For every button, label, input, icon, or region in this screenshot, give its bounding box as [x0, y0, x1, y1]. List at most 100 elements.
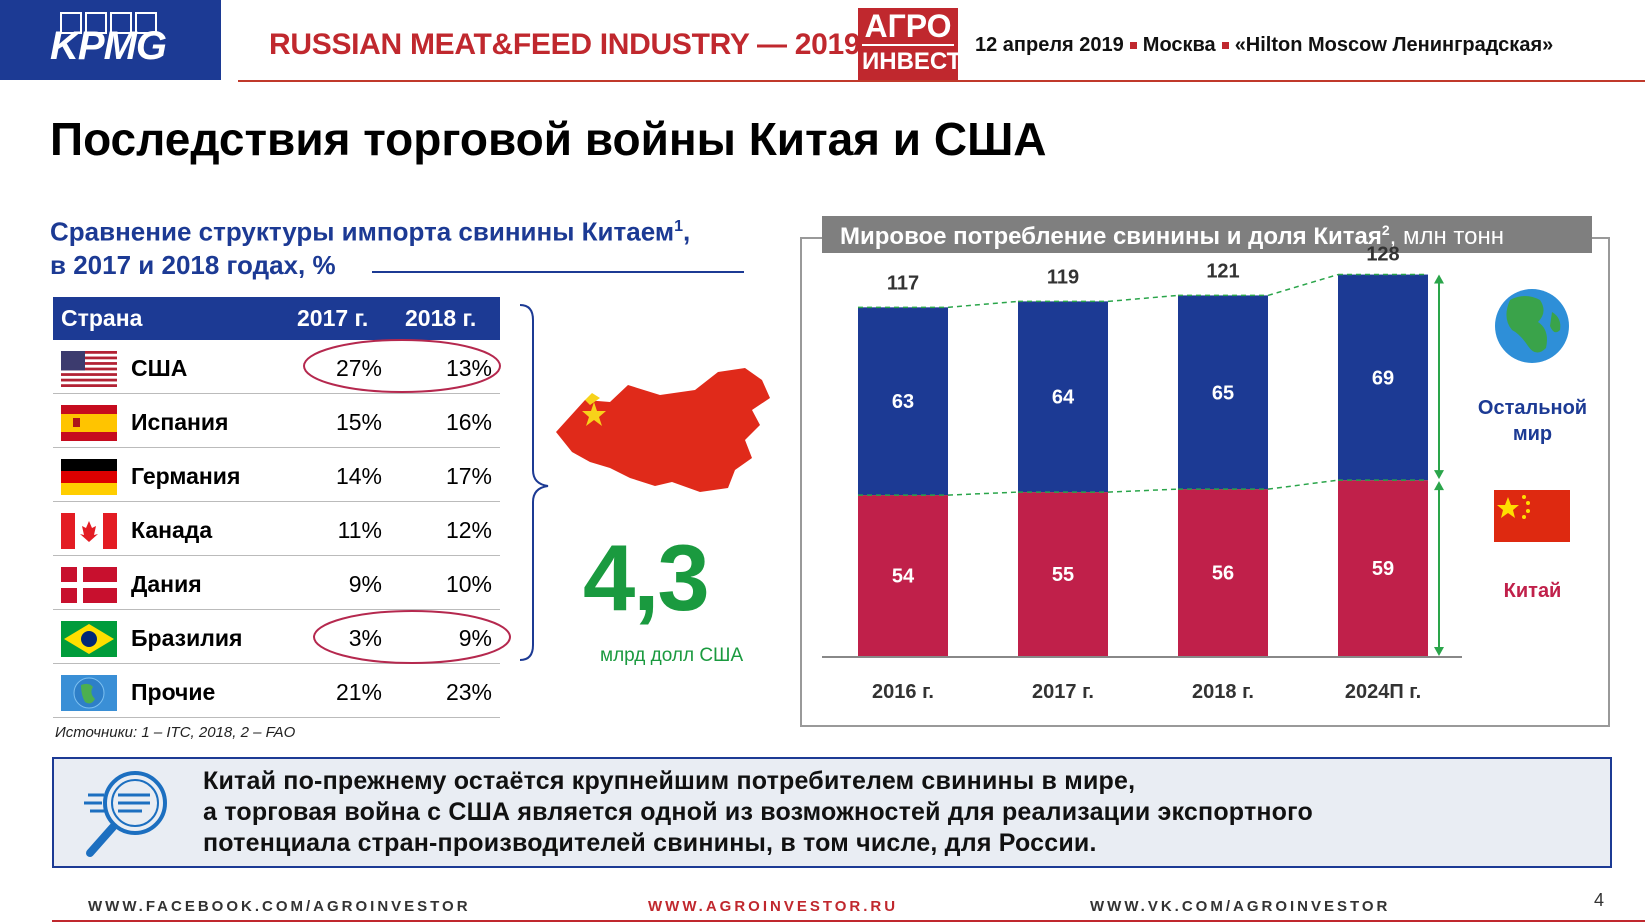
data-label-china: 56 — [1212, 563, 1234, 585]
data-label-rest-world: 63 — [892, 391, 914, 413]
data-label-total: 119 — [1047, 266, 1079, 288]
footer-vk-link[interactable]: WWW.VK.COM/AGROINVESTOR — [1090, 898, 1391, 915]
country-name: Прочие — [131, 679, 216, 705]
subtitle-comma: , — [682, 216, 691, 247]
trade-value-unit: млрд долл США — [600, 645, 744, 666]
header-2018: 2018 г. — [405, 305, 477, 331]
country-name: Испания — [131, 409, 229, 435]
spain-flag-icon — [61, 405, 117, 441]
trend-line-china — [1267, 479, 1339, 490]
globe-legend-icon — [1495, 289, 1569, 363]
x-tick-label: 2016 г. — [872, 681, 934, 703]
conclusion-box — [52, 757, 1612, 868]
separator-square-icon — [1129, 42, 1137, 50]
table-row: Дания 9% 10% — [53, 556, 500, 610]
china-map-icon — [556, 368, 770, 492]
value-2018: 16% — [445, 409, 492, 435]
table-row: Германия 14% 17% — [53, 448, 500, 502]
table-row: Прочие 21% 23% — [53, 664, 500, 718]
bar-rest-world — [1178, 295, 1268, 490]
chart-title-text: Мировое потребление свинины и доля Китая — [840, 223, 1382, 250]
range-arrow-rest-world-head-top — [1434, 274, 1444, 284]
canada-flag-icon — [61, 513, 117, 549]
page-number: 4 — [1594, 890, 1605, 910]
value-2017: 11% — [337, 517, 382, 543]
x-tick-label: 2017 г. — [1032, 681, 1094, 703]
bar-china — [858, 495, 948, 656]
conclusion-line1: Китай по-прежнему остаётся крупнейшим по… — [203, 767, 1136, 795]
chart-title: Мировое потребление свинины и доля Китая… — [822, 216, 1592, 253]
table-subtitle: Сравнение структуры импорта свинины Кита… — [50, 210, 690, 282]
conclusion-line3: потенциала стран-производителей свинины,… — [203, 829, 1097, 857]
value-2018: 17% — [445, 463, 492, 489]
bar-china — [1178, 489, 1268, 656]
bar-rest-world — [1338, 274, 1428, 481]
usa-flag-icon — [61, 351, 117, 387]
import-table: Страна 2017 г. 2018 г. США 27% 13% Испания 1… — [53, 297, 500, 718]
header-2017: 2017 г. — [297, 305, 369, 331]
magnifier-icon — [84, 771, 167, 857]
data-label-total: 117 — [887, 272, 919, 294]
legend-china: Китай — [1503, 580, 1562, 602]
header-divider — [238, 80, 1645, 82]
sources-note: Источники: 1 – ITC, 2018, 2 – FAO — [55, 724, 296, 741]
footnote-ref: 1 — [674, 218, 683, 235]
country-name: США — [131, 355, 188, 381]
event-city: Москва — [1142, 34, 1216, 56]
china-flag-legend-icon — [1494, 490, 1570, 542]
trade-value-number: 4,3 — [583, 525, 710, 630]
event-venue: «Hilton Moscow Ленинградская» — [1234, 34, 1554, 56]
value-2018: 10% — [445, 571, 492, 597]
value-2017: 27% — [335, 355, 382, 381]
x-tick-label: 2018 г. — [1192, 681, 1254, 703]
footer-facebook-link[interactable]: WWW.FACEBOOK.COM/AGROINVESTOR — [88, 898, 471, 915]
table-row: Канада 11% 12% — [53, 502, 500, 556]
chart-title-unit: , млн тонн — [1389, 223, 1505, 250]
range-arrow-rest-world-head-bottom — [1434, 470, 1444, 480]
value-2017: 9% — [348, 571, 382, 597]
kpmg-logo-text: KPMG — [50, 24, 167, 68]
table-header: Страна 2017 г. 2018 г. — [53, 297, 500, 340]
range-arrow-china-head-top — [1434, 481, 1444, 491]
footer-site-link[interactable]: WWW.AGROINVESTOR.RU — [648, 898, 899, 915]
country-name: Дания — [131, 571, 202, 597]
kpmg-logo-boxes — [60, 12, 160, 39]
denmark-flag-icon — [61, 567, 117, 603]
table-row: Бразилия 3% 9% — [53, 610, 500, 664]
data-label-china: 54 — [892, 566, 915, 588]
value-2017: 21% — [335, 679, 382, 705]
slide-title: Последствия торговой войны Китая и США — [50, 113, 1047, 165]
value-2018: 9% — [458, 625, 492, 651]
value-2018: 12% — [445, 517, 492, 543]
country-name: Германия — [131, 463, 241, 489]
table-row: Испания 15% 16% — [53, 394, 500, 448]
bracket-icon — [519, 304, 549, 661]
data-label-rest-world: 64 — [1052, 387, 1075, 409]
event-title: RUSSIAN MEAT&FEED INDUSTRY — 2019 — [269, 28, 861, 61]
country-name: Канада — [131, 517, 213, 543]
data-label-rest-world: 65 — [1212, 382, 1234, 404]
table-subtitle-line1: Сравнение структуры импорта свинины Кита… — [50, 216, 675, 247]
conclusion-text: Китай по-прежнему остаётся крупнейшим по… — [203, 766, 1313, 859]
bar-rest-world — [1018, 301, 1108, 493]
highlight-oval-usa — [303, 339, 501, 393]
legend-rest-line1: Остальной — [1477, 397, 1588, 419]
value-2017: 15% — [335, 409, 382, 435]
separator-square-icon — [1221, 42, 1229, 50]
header-country: Страна — [61, 305, 143, 331]
country-name: Бразилия — [131, 625, 243, 651]
trend-line-china — [1107, 488, 1179, 493]
value-2018: 13% — [445, 355, 492, 381]
data-label-total: 121 — [1206, 260, 1239, 282]
data-label-rest-world: 69 — [1372, 367, 1394, 389]
value-2017: 14% — [335, 463, 382, 489]
germany-flag-icon — [61, 459, 117, 495]
bar-rest-world — [858, 307, 948, 496]
legend-rest-line2: мир — [1512, 423, 1553, 445]
highlight-oval-brazil — [313, 610, 511, 664]
bar-china — [1338, 480, 1428, 656]
trend-line-total — [1267, 273, 1339, 297]
